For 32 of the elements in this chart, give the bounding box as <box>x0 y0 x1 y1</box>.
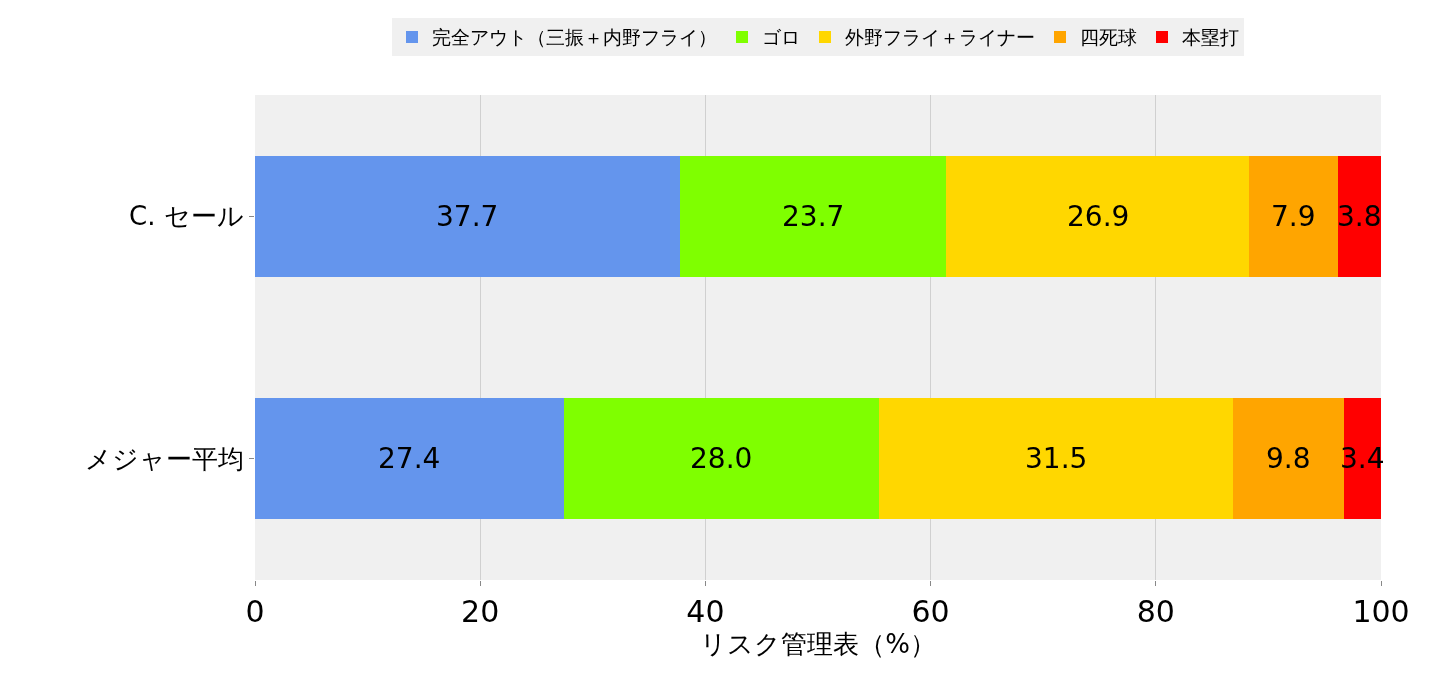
bar <box>1249 155 1339 277</box>
y-tick-label: C. セール <box>129 201 244 232</box>
bar <box>1233 398 1344 520</box>
x-tick-label: 20 <box>461 594 500 629</box>
bar <box>255 155 680 277</box>
legend-label: 外野フライ＋ライナー <box>845 26 1035 49</box>
x-tick-label: 80 <box>1136 594 1175 629</box>
legend-label: ゴロ <box>762 26 800 49</box>
x-tick-label: 100 <box>1352 594 1410 629</box>
legend-label: 完全アウト（三振＋内野フライ） <box>432 26 717 49</box>
bar <box>255 398 564 520</box>
data-label: 23.7 <box>782 200 845 233</box>
bar <box>946 155 1250 277</box>
bar <box>878 398 1234 520</box>
bar <box>679 155 947 277</box>
x-tick-label: 40 <box>686 594 725 629</box>
bar <box>1338 155 1381 277</box>
x-tick-label: 60 <box>911 594 950 629</box>
bar <box>563 398 879 520</box>
data-label: 27.4 <box>378 442 441 475</box>
data-label: 9.8 <box>1266 442 1311 475</box>
legend-label: 本塁打 <box>1182 26 1239 49</box>
y-tick-label: メジャー平均 <box>84 443 244 474</box>
x-tick-label: 0 <box>245 594 265 629</box>
data-label: 26.9 <box>1067 200 1130 233</box>
data-label: 7.9 <box>1271 200 1316 233</box>
data-label: 37.7 <box>436 200 499 233</box>
x-axis-title: リスク管理表（%） <box>700 629 936 659</box>
legend-label: 四死球 <box>1080 26 1137 49</box>
data-label: 3.8 <box>1337 200 1382 233</box>
data-label: 31.5 <box>1025 442 1088 475</box>
data-label: 28.0 <box>690 442 753 475</box>
